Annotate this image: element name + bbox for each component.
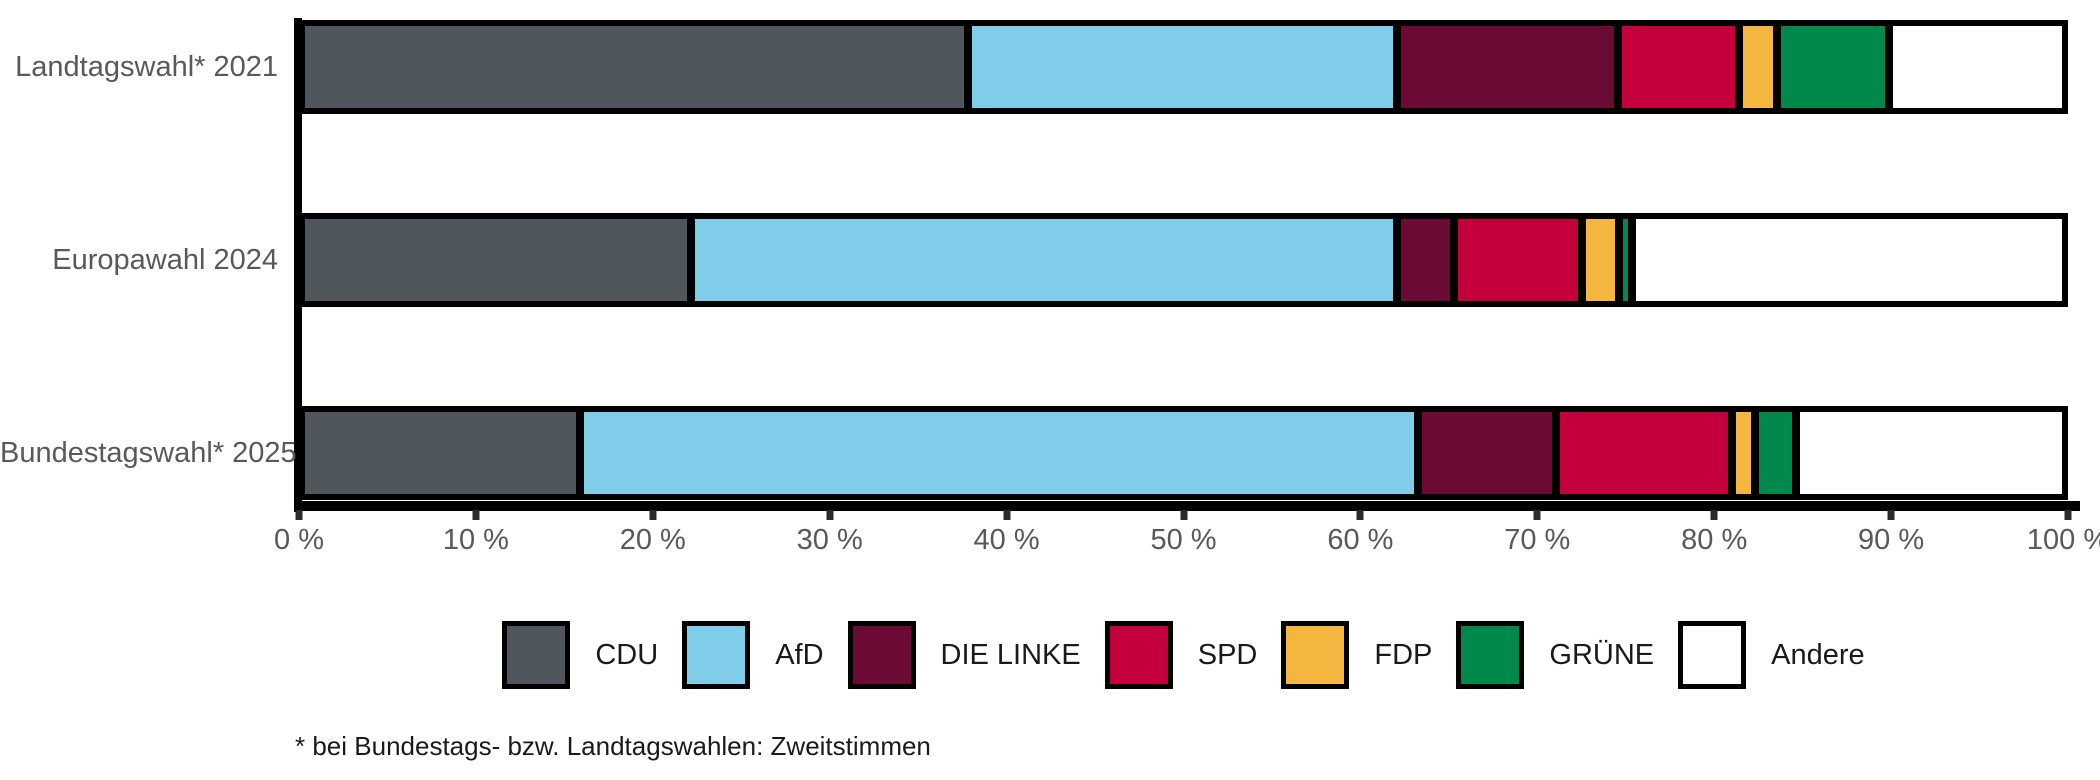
tick-label-90: 90 % — [1858, 524, 1925, 556]
tick-label-100: 100 % — [2026, 524, 2100, 556]
legend-label-andere: Andere — [1771, 638, 1865, 671]
legend-label-cdu: CDU — [595, 638, 659, 671]
segment-spd — [1617, 22, 1740, 112]
segment-die-linke — [1397, 215, 1454, 305]
tick-label-40: 40 % — [973, 524, 1040, 556]
tick-label-0: 0 % — [274, 524, 324, 556]
tick-label-60: 60 % — [1327, 524, 1394, 556]
segment-cdu — [301, 408, 580, 498]
legend-label-afd: AfD — [775, 638, 824, 671]
x-axis-ticks — [295, 510, 2072, 520]
segment-grüne — [1619, 215, 1632, 305]
segment-andere — [1889, 22, 2066, 112]
x-axis-line — [294, 501, 2080, 511]
tick-60 — [1356, 510, 1364, 520]
segment-spd — [1453, 215, 1583, 305]
x-axis-tick-labels: 0 % 10 % 20 % 30 % 40 % 50 % 60 % 70 % 80 % 90 % 1… — [274, 524, 2100, 558]
y-axis-line — [294, 18, 302, 512]
segment-afd — [691, 215, 1398, 305]
legend-swatch-fdp — [1281, 621, 1350, 689]
tick-10 — [472, 510, 480, 520]
legend-swatch-andere — [1678, 621, 1747, 689]
bar-landtagswahl-2021 — [299, 20, 2068, 114]
tick-100 — [2064, 510, 2072, 520]
legend-swatch-die-linke — [847, 621, 916, 689]
tick-30 — [826, 510, 834, 520]
legend-swatch-afd — [682, 621, 751, 689]
legend-item-afd: AfD — [682, 621, 824, 689]
category-label-landtagswahl-2021: Landtagswahl* 2021 — [15, 51, 278, 83]
segment-die-linke — [1397, 22, 1618, 112]
legend-label-grüne: GRÜNE — [1549, 638, 1655, 671]
tick-40 — [1003, 510, 1011, 520]
segment-andere — [1795, 408, 2066, 498]
tick-label-80: 80 % — [1681, 524, 1748, 556]
legend-item-cdu: CDU — [502, 621, 658, 689]
tick-label-50: 50 % — [1150, 524, 1217, 556]
segment-afd — [579, 408, 1419, 498]
bar-europawahl-2024 — [299, 213, 2068, 307]
bar-bundestagswahl-2025 — [299, 406, 2068, 500]
legend-swatch-spd — [1104, 621, 1173, 689]
legend-item-fdp: FDP — [1281, 621, 1432, 689]
legend-item-andere: Andere — [1678, 621, 1865, 689]
segment-afd — [968, 22, 1398, 112]
tick-20 — [649, 510, 657, 520]
segment-die-linke — [1418, 408, 1556, 498]
segment-fdp — [1739, 22, 1777, 112]
tick-70 — [1533, 510, 1541, 520]
legend-item-spd: SPD — [1104, 621, 1258, 689]
segment-fdp — [1732, 408, 1756, 498]
legend-item-die-linke: DIE LINKE — [847, 621, 1081, 689]
segment-grüne — [1755, 408, 1796, 498]
tick-90 — [1887, 510, 1895, 520]
tick-label-30: 30 % — [796, 524, 863, 556]
tick-label-20: 20 % — [619, 524, 686, 556]
tick-label-10: 10 % — [442, 524, 509, 556]
segment-cdu — [301, 215, 692, 305]
legend-label-fdp: FDP — [1374, 638, 1433, 671]
legend-label-die-linke: DIE LINKE — [940, 638, 1081, 671]
legend-swatch-cdu — [502, 621, 571, 689]
segment-fdp — [1582, 215, 1620, 305]
segment-spd — [1555, 408, 1733, 498]
legend-item-grüne: GRÜNE — [1456, 621, 1654, 689]
category-label-bundestagswahl-2025: Bundestagswahl* 2025 — [0, 437, 297, 469]
legend-label-spd: SPD — [1197, 638, 1258, 671]
category-label-europawahl-2024: Europawahl 2024 — [52, 244, 278, 276]
segment-cdu — [301, 22, 969, 112]
tick-label-70: 70 % — [1504, 524, 1571, 556]
tick-50 — [1180, 510, 1187, 520]
tick-0 — [295, 510, 303, 520]
legend-swatch-grüne — [1456, 621, 1525, 689]
segment-andere — [1631, 215, 2066, 305]
footnote: * bei Bundestags- bzw. Landtagswahlen: Z… — [295, 731, 931, 761]
segment-grüne — [1776, 22, 1890, 112]
legend: CDU AfD DIE LINKE SPD FDP GRÜNE Andere — [299, 621, 2068, 689]
tick-80 — [1710, 510, 1718, 520]
